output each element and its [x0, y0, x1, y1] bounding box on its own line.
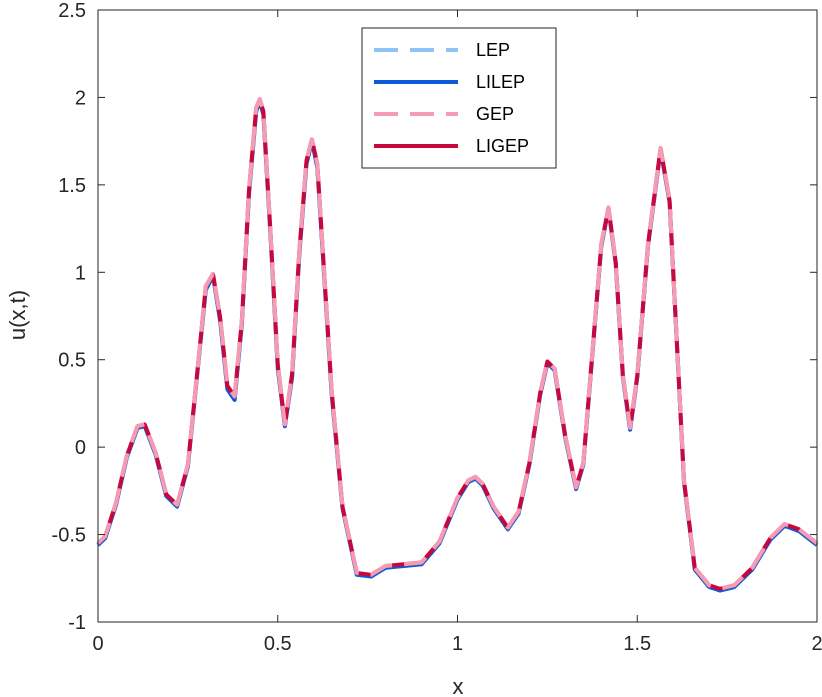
- series-line-gep: [96, 97, 819, 591]
- series-line-ligep: [96, 97, 819, 591]
- x-tick-label: 0.5: [264, 633, 292, 655]
- y-tick-label: 1.5: [58, 175, 86, 197]
- x-tick-label: 0: [92, 633, 103, 655]
- x-tick-label: 2: [811, 633, 822, 655]
- y-tick-label: 0: [75, 437, 86, 459]
- x-tick-label: 1: [452, 633, 463, 655]
- y-tick-label: 2: [75, 87, 86, 109]
- x-axis-label: x: [453, 674, 464, 697]
- y-tick-label: 0.5: [58, 350, 86, 372]
- legend-label-ligep: LIGEP: [476, 136, 529, 156]
- y-axis-label: u(x,t): [5, 290, 30, 340]
- series-layer: [96, 97, 819, 593]
- y-tick-label: 2.5: [58, 0, 86, 22]
- series-line-lilep: [96, 98, 819, 593]
- legend-label-lilep: LILEP: [476, 72, 525, 92]
- series-line-lep: [96, 98, 819, 593]
- y-tick-label: -0.5: [52, 525, 86, 547]
- x-tick-label: 1.5: [623, 633, 651, 655]
- legend-label-lep: LEP: [476, 40, 510, 60]
- legend-label-gep: GEP: [476, 104, 514, 124]
- axes-layer: 0 0.5 1 1.5 2 -1 -0.5 0 0.5 1 1.5 2 2.5: [52, 0, 822, 655]
- legend: LEP LILEP GEP LIGEP: [361, 27, 557, 169]
- y-tick-label: -1: [68, 612, 86, 634]
- y-tick-label: 1: [75, 262, 86, 284]
